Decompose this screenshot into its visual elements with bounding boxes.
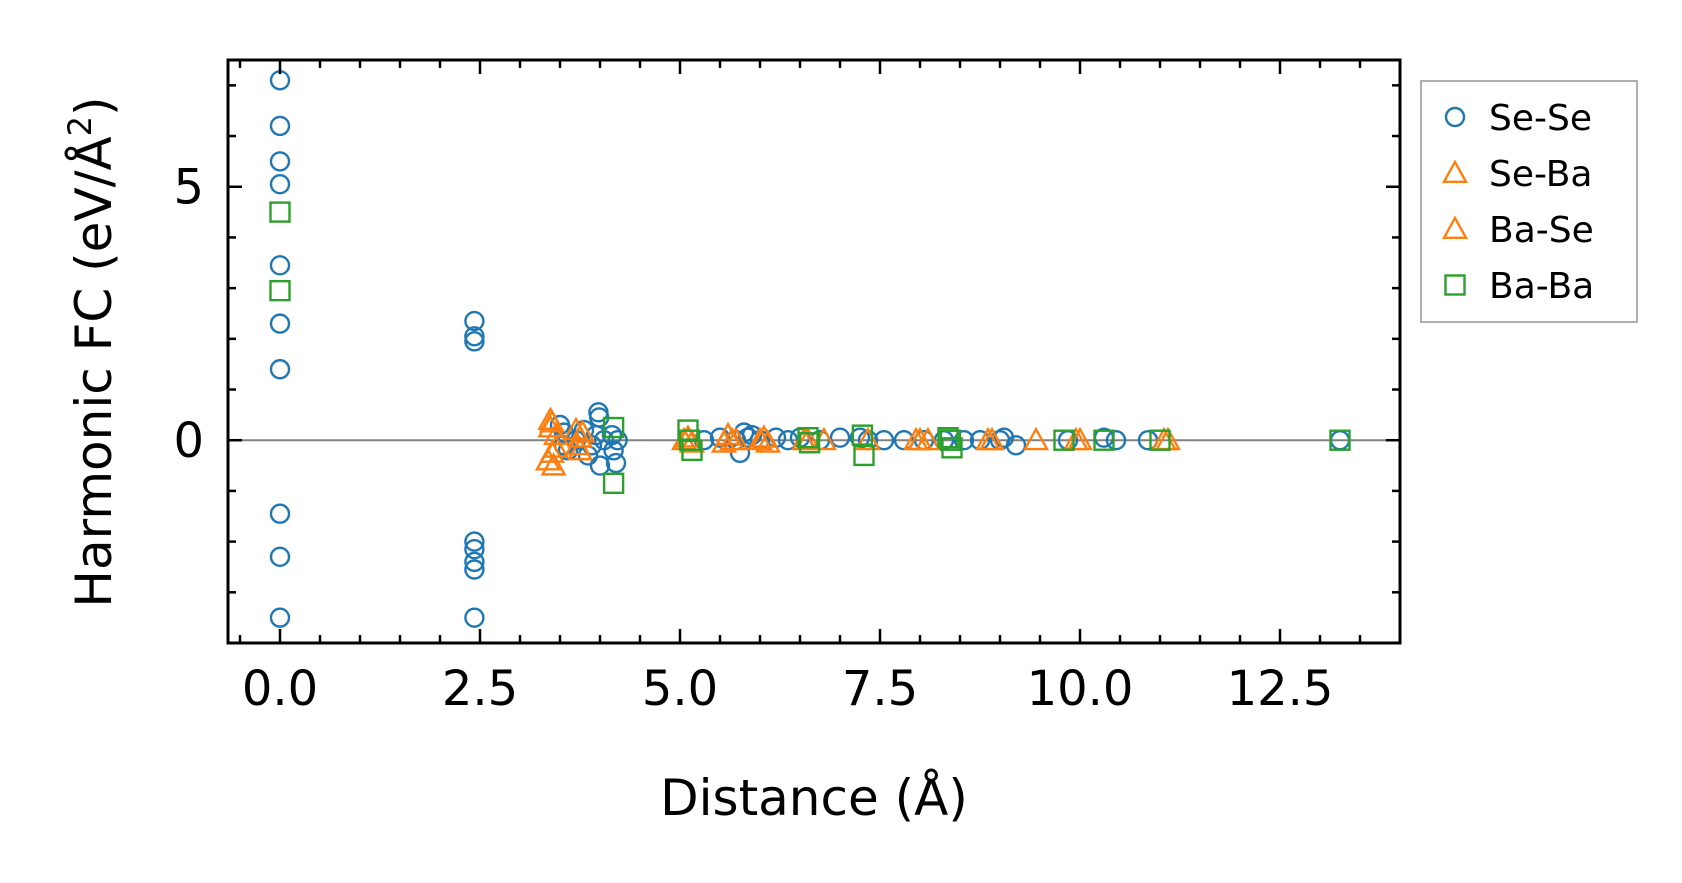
data-point-se-se — [269, 546, 291, 568]
data-point-se-se — [953, 430, 975, 451]
data-point-ba-ba — [1093, 429, 1115, 451]
legend-marker-se-se — [1444, 106, 1466, 128]
legend-item-se-ba: Se-Ba — [1441, 154, 1592, 195]
data-point-se-ba — [540, 452, 567, 476]
data-point-ba-se — [722, 426, 750, 451]
data-point-se-se — [464, 531, 485, 552]
data-point-se-se — [464, 539, 485, 560]
legend: Se-Se Se-Ba Ba-Se Ba-Ba — [1420, 80, 1638, 323]
x-axis-title: Distance (Å) — [660, 769, 968, 827]
data-point-se-se — [709, 427, 731, 448]
data-point-ba-se — [746, 426, 774, 451]
data-point-ba-se — [854, 426, 882, 451]
data-point-se-se — [464, 551, 485, 573]
data-point-se-se — [269, 151, 291, 172]
data-point-ba-se — [538, 409, 566, 433]
data-point-se-se — [269, 115, 291, 137]
data-point-se-se — [1105, 430, 1127, 451]
y-axis-title-superscript: 2 — [61, 116, 99, 136]
data-point-ba-ba — [269, 201, 291, 223]
data-point-ba-ba — [797, 426, 819, 449]
y-tick-label: 5 — [173, 160, 204, 216]
tick-labels-layer: 0.0 2.5 5.0 7.5 10.0 12.5 0 5 — [173, 160, 1333, 717]
data-point-ba-se — [902, 426, 930, 451]
data-point-se-se — [464, 326, 485, 347]
data-point-ba-se — [534, 447, 562, 471]
data-point-se-ba — [542, 421, 570, 446]
data-point-ba-ba — [269, 279, 291, 302]
data-point-ba-se — [974, 426, 1002, 451]
data-point-ba-ba — [602, 416, 625, 439]
data-point-ba-ba — [798, 432, 821, 454]
legend-label: Ba-Se — [1489, 210, 1594, 251]
legend-box — [1420, 80, 1638, 323]
data-point-ba-ba — [1149, 429, 1171, 451]
legend-label: Se-Se — [1489, 98, 1592, 139]
data-point-se-se — [269, 503, 291, 524]
legend-marker-se-ba — [1441, 159, 1469, 184]
legend-item-ba-ba: Ba-Ba — [1444, 266, 1594, 307]
data-point-ba-ba — [853, 444, 875, 467]
data-point-ba-ba — [1329, 429, 1351, 451]
series-se-se — [269, 70, 1351, 628]
data-point-se-se — [269, 313, 291, 334]
y-axis-title-close: ) — [65, 96, 123, 116]
data-point-ba-se — [1062, 426, 1090, 451]
legend-marker-ba-se — [1441, 215, 1469, 240]
x-tick-label: 10.0 — [1027, 661, 1134, 717]
legend-marker-ba-ba — [1444, 274, 1466, 296]
data-point-ba-se — [542, 434, 570, 458]
legend-label: Se-Ba — [1489, 154, 1592, 195]
y-axis-title: Harmonic FC (eV/Å2) — [61, 96, 123, 607]
data-point-ba-ba — [939, 429, 962, 451]
data-point-se-se — [603, 440, 624, 461]
data-point-ba-ba — [602, 472, 625, 495]
x-tick-label: 0.0 — [242, 661, 318, 717]
data-point-ba-ba — [941, 437, 963, 459]
x-tick-label: 12.5 — [1227, 661, 1334, 717]
data-point-ba-ba — [681, 439, 703, 462]
legend-item-ba-se: Ba-Se — [1441, 210, 1594, 251]
data-point-se-se — [269, 607, 291, 628]
series-ba-ba — [269, 201, 1351, 495]
y-axis-title-main: Harmonic FC (eV/Å — [65, 136, 123, 607]
data-point-ba-ba — [1053, 429, 1075, 451]
data-point-se-se — [464, 559, 485, 580]
data-point-se-se — [464, 607, 485, 628]
legend-item-se-se: Se-Se — [1444, 98, 1592, 139]
x-tick-label: 2.5 — [442, 661, 518, 717]
data-point-se-se — [1005, 435, 1027, 456]
y-tick-label: 0 — [173, 413, 204, 469]
data-point-se-se — [464, 331, 485, 352]
x-tick-label: 7.5 — [842, 661, 918, 717]
data-point-ba-se — [566, 436, 594, 461]
data-point-se-se — [607, 430, 628, 451]
data-point-se-ba — [1154, 426, 1182, 451]
plot-frame — [226, 58, 1402, 645]
data-point-se-se — [464, 310, 485, 332]
ticks-layer — [228, 60, 1402, 645]
legend-label: Ba-Ba — [1489, 266, 1594, 307]
data-point-ba-ba — [851, 424, 874, 446]
data-point-se-se — [829, 427, 851, 448]
data-points-layer — [269, 70, 1351, 628]
data-point-se-se — [605, 452, 627, 474]
data-point-se-se — [589, 455, 611, 476]
data-point-se-ba — [1022, 426, 1050, 451]
data-point-se-se — [269, 174, 291, 195]
x-tick-label: 5.0 — [642, 661, 718, 717]
data-point-se-se — [269, 359, 291, 380]
data-point-se-se — [269, 255, 291, 276]
data-point-se-ba — [754, 429, 782, 453]
data-point-ba-se — [569, 419, 596, 443]
